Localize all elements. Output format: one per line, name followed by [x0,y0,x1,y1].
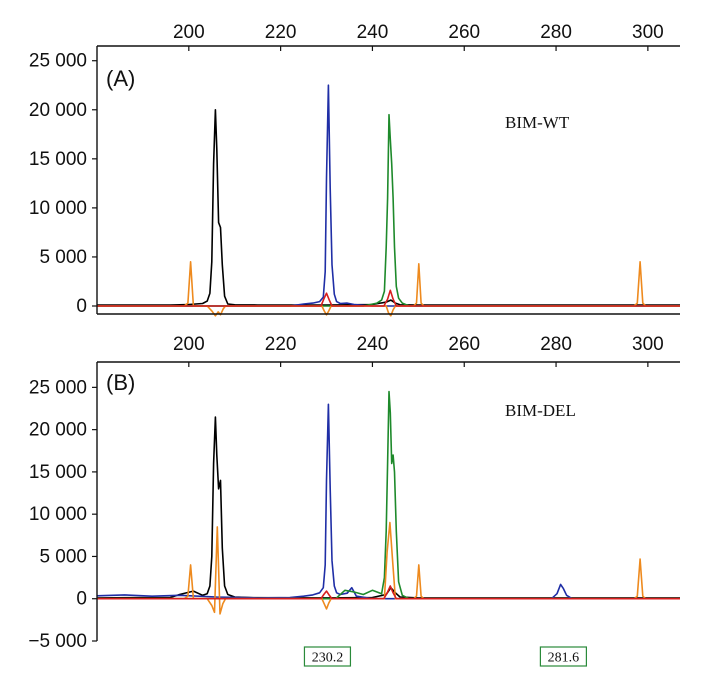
y-tick-label: 5 000 [39,247,87,268]
series-trace-0 [97,109,680,306]
panel-b-size-labels: 230.2 281.6 [303,646,588,667]
y-tick-label: 15 000 [29,149,87,170]
series-trace-2 [97,390,680,600]
y-tick-label: 0 [76,296,87,317]
panel-a-traces [97,84,680,317]
size-label-box [539,646,588,667]
y-tick-label: 5 000 [39,546,87,567]
series-trace-3 [97,521,680,615]
x-tick-label: 280 [540,22,572,43]
y-tick-label: 20 000 [29,420,87,441]
y-tick-label: 15 000 [29,462,87,483]
panel-b-ticks: 200 220 240 260 280 300 −5 000 0 5 000 10 000 15 0… [28,334,663,652]
series-trace-1 [96,403,680,600]
y-tick-label: 0 [76,589,87,610]
panel-a-ticks: 200 220 240 260 280 300 0 5 000 10 000 15 000 20 0… [29,22,664,317]
series-trace-3 [97,260,680,317]
x-tick-label: 200 [173,334,205,355]
panel-b: 200 220 240 260 280 300 −5 000 0 5 000 10 000 15 0… [28,334,680,667]
y-tick-label: −5 000 [28,631,87,652]
x-tick-label: 240 [357,334,389,355]
x-tick-label: 200 [173,22,205,43]
series-trace-4 [97,289,680,307]
x-tick-label: 260 [448,334,480,355]
size-label: 281.6 [548,651,580,666]
panel-b-axes [96,361,680,641]
x-tick-label: 220 [265,22,297,43]
x-tick-label: 240 [357,22,389,43]
series-trace-0 [96,416,680,599]
y-tick-label: 25 000 [29,377,87,398]
y-tick-label: 10 000 [29,504,87,525]
series-trace-2 [97,113,680,307]
panel-b-label: (B) [106,370,135,395]
series-trace-1 [97,84,680,307]
x-tick-label: 220 [265,334,297,355]
y-tick-label: 20 000 [29,100,87,121]
series-trace-4 [97,585,680,600]
size-label: 230.2 [312,651,344,666]
panel-a-axes [96,45,680,315]
x-tick-label: 300 [632,334,664,355]
panel-b-traces [96,390,680,615]
panel-a-label: (A) [106,66,135,91]
x-tick-label: 300 [632,22,664,43]
panel-a: 200 220 240 260 280 300 0 5 000 10 000 15 000 20 0… [29,22,680,317]
panel-a-sample-label: BIM-WT [505,113,570,132]
y-tick-label: 25 000 [29,51,87,72]
y-tick-label: 10 000 [29,198,87,219]
size-label-box [303,646,352,667]
panel-b-sample-label: BIM-DEL [505,401,576,420]
x-tick-label: 260 [448,22,480,43]
x-tick-label: 280 [540,334,572,355]
